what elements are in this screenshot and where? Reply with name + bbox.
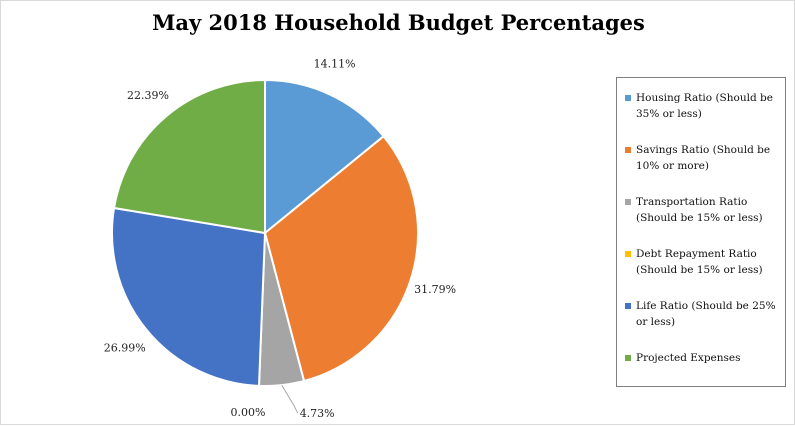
legend-item-transportation: Transportation Ratio (Should be 15% or l… (625, 194, 783, 226)
chart-legend: Housing Ratio (Should be 35% or less) Sa… (616, 77, 786, 387)
legend-label: Housing Ratio (Should be 35% or less) (636, 92, 773, 120)
legend-item-debt-repayment: Debt Repayment Ratio (Should be 15% or l… (625, 246, 783, 278)
legend-swatch-savings (625, 147, 631, 153)
legend-swatch-transportation (625, 199, 631, 205)
leader-line-transportation (281, 384, 299, 414)
legend-swatch-housing (625, 95, 631, 101)
legend-label: Debt Repayment Ratio (Should be 15% or l… (636, 248, 763, 276)
legend-item-projected-expenses: Projected Expenses (625, 350, 783, 366)
data-label-savings: 31.79% (414, 283, 456, 296)
data-label-housing: 14.11% (314, 57, 356, 70)
data-label-debt-repayment: 0.00% (230, 406, 265, 419)
legend-label: Savings Ratio (Should be 10% or more) (636, 144, 771, 172)
legend-item-housing: Housing Ratio (Should be 35% or less) (625, 90, 783, 122)
legend-item-savings: Savings Ratio (Should be 10% or more) (625, 142, 783, 174)
legend-label: Life Ratio (Should be 25% or less) (636, 300, 776, 328)
pie-slice-savings (263, 134, 419, 383)
legend-swatch-debt-repayment (625, 251, 631, 257)
pie-slice-life (111, 206, 267, 387)
data-label-projected-expenses: 22.39% (127, 89, 169, 102)
data-label-transportation: 4.73% (300, 407, 335, 420)
chart-title: May 2018 Household Budget Percentages (152, 10, 645, 35)
pie-slice-projected-expenses (112, 78, 266, 235)
legend-label: Transportation Ratio (Should be 15% or l… (636, 196, 763, 224)
legend-swatch-projected-expenses (625, 355, 631, 361)
legend-item-life: Life Ratio (Should be 25% or less) (625, 298, 783, 330)
legend-label: Projected Expenses (636, 352, 741, 364)
data-label-life: 26.99% (104, 341, 146, 354)
pie-slice-housing (264, 78, 385, 236)
legend-swatch-life (625, 303, 631, 309)
